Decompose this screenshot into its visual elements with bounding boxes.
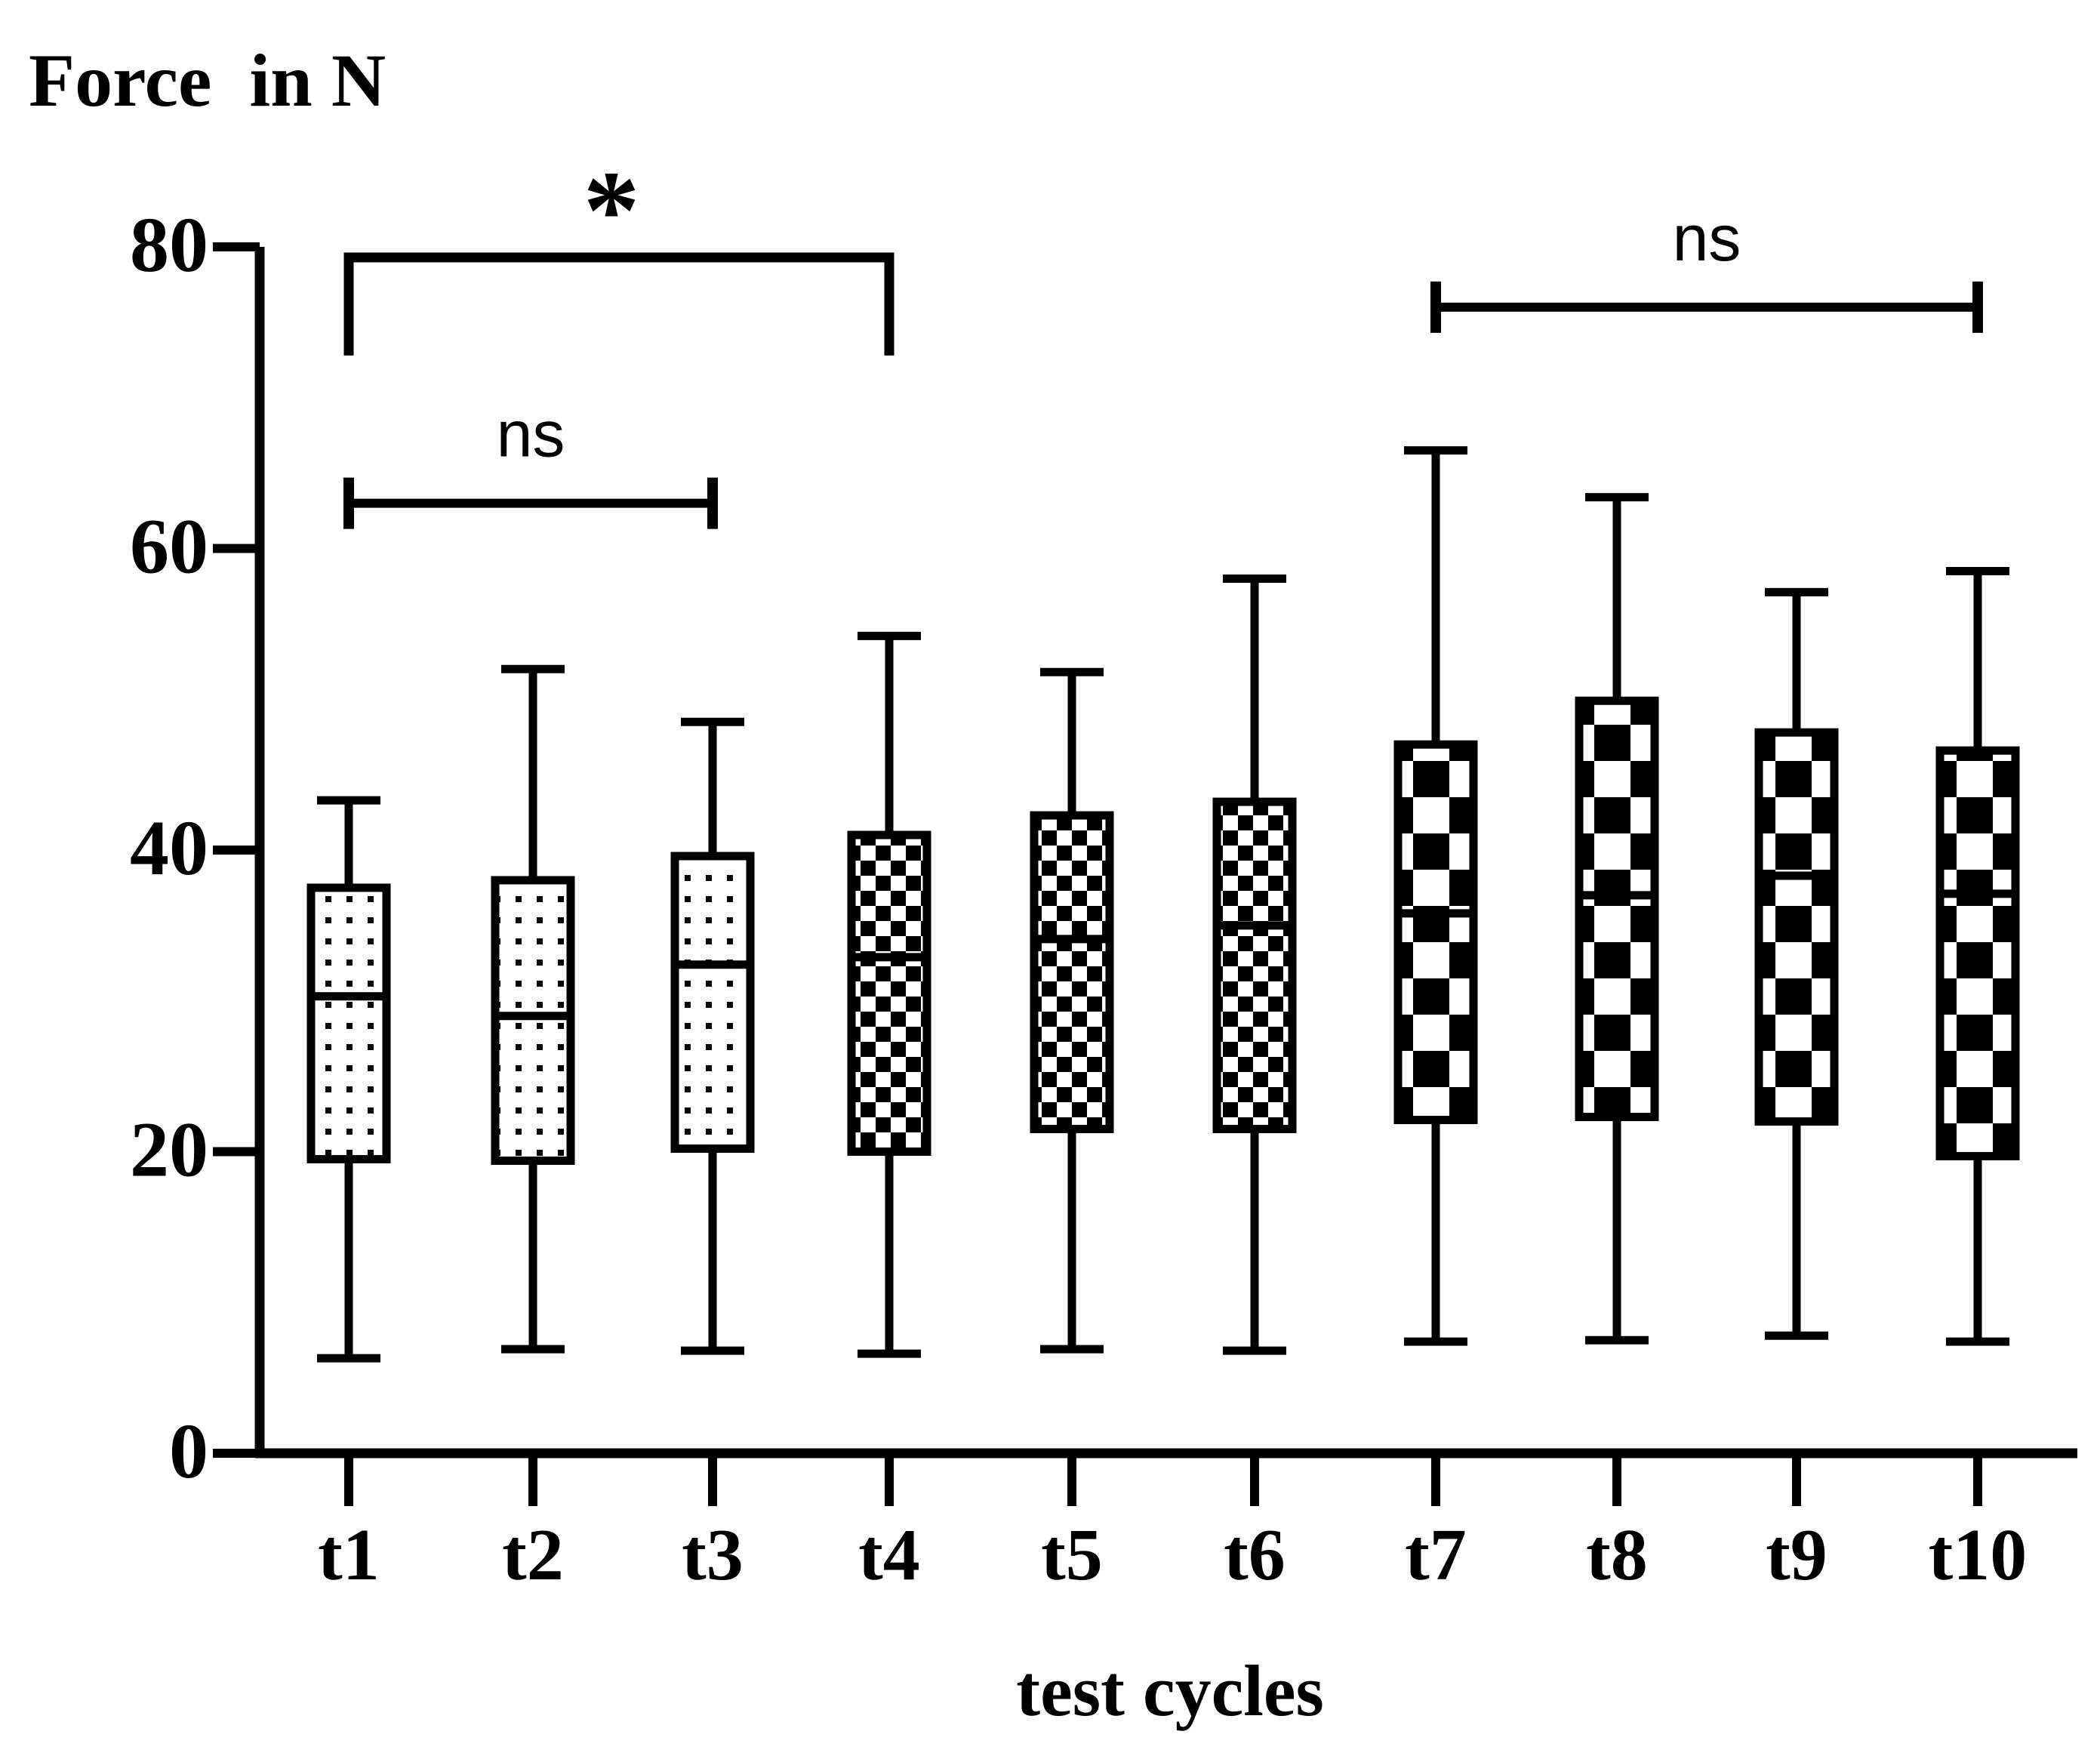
- box-t7: [1393, 446, 1478, 1346]
- bracket-line: [343, 252, 895, 356]
- box-t10: [1935, 566, 2020, 1346]
- box-t9: [1754, 587, 1839, 1340]
- y-tick-label: 0: [169, 1408, 208, 1495]
- iqr-box: [1212, 797, 1297, 1134]
- iqr-box: [1030, 811, 1114, 1134]
- x-tick-label: t8: [1586, 1514, 1648, 1596]
- box-t5: [1030, 667, 1114, 1354]
- iqr-box: [847, 830, 931, 1157]
- x-tick-label: t4: [858, 1514, 920, 1596]
- box-t6: [1212, 574, 1297, 1355]
- annotation-t1-t3: ns: [343, 399, 718, 529]
- x-tick-label: t1: [318, 1514, 380, 1596]
- annotation-t1-t4: *: [343, 148, 895, 356]
- x-tick-label: t2: [502, 1514, 564, 1596]
- box-t4: [847, 631, 931, 1358]
- annotation-t7-t10: ns: [1430, 202, 1983, 333]
- boxes: [306, 446, 2020, 1363]
- significance-label: *: [584, 148, 640, 273]
- y-tick-label: 60: [130, 504, 208, 590]
- y-tick-label: 40: [130, 805, 208, 892]
- box-t8: [1575, 493, 1659, 1345]
- iqr-box: [670, 852, 755, 1154]
- iqr-box: [1393, 740, 1478, 1125]
- iqr-box: [491, 876, 575, 1165]
- box-t2: [491, 664, 575, 1354]
- x-tick-label: t10: [1929, 1514, 2028, 1596]
- iqr-box: [1575, 696, 1659, 1122]
- axes: 0 20 40 60 80 t1 t2 t3 t4 t5 t6 t7 t8 t9 t10: [130, 202, 2077, 1596]
- significance-label: ns: [1673, 202, 1741, 275]
- x-tick-label: t3: [682, 1514, 744, 1596]
- iqr-box: [1935, 746, 2020, 1160]
- box-t1: [306, 796, 391, 1363]
- iqr-box: [306, 883, 391, 1163]
- x-tick-label: t7: [1405, 1514, 1467, 1596]
- x-tick-label: t6: [1224, 1514, 1286, 1596]
- box-t3: [670, 717, 755, 1355]
- significance-annotations: * ns ns: [343, 148, 1983, 529]
- y-tick-label: 20: [130, 1107, 208, 1194]
- x-tick-label: t9: [1766, 1514, 1827, 1596]
- x-axis-title: test cycles: [1016, 1650, 1324, 1731]
- significance-label: ns: [497, 399, 565, 471]
- x-tick-label: t5: [1041, 1514, 1103, 1596]
- y-tick-label: 80: [130, 202, 208, 288]
- y-axis-title: Force in N: [29, 39, 386, 122]
- iqr-box: [1754, 728, 1839, 1126]
